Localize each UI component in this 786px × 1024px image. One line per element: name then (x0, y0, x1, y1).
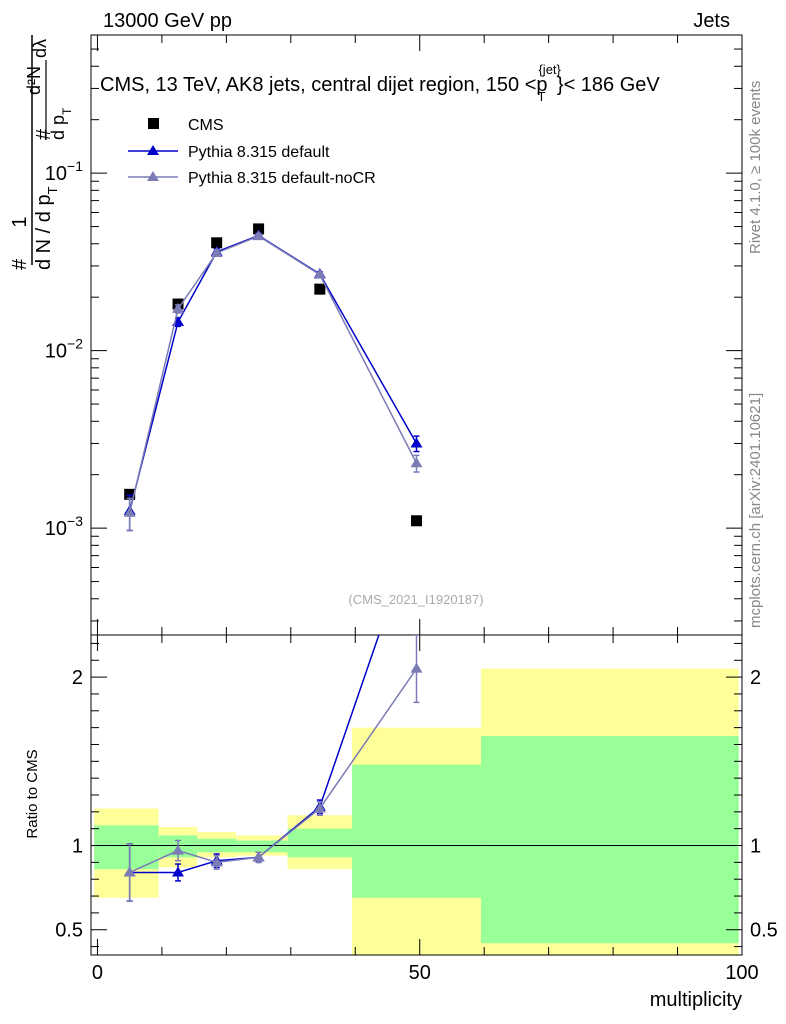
legend-cms-marker (148, 118, 159, 129)
xtick-label-1: 50 (409, 962, 431, 984)
band-inner-5 (352, 764, 481, 898)
ratio-y-tick-labels: 0.5 0.5 1 1 2 2 (55, 667, 778, 942)
band-inner-3 (236, 840, 288, 853)
band-inner-0 (94, 825, 159, 870)
ylabel-one: 1 (9, 216, 31, 227)
title-p: p (536, 74, 547, 96)
legend-nocr-marker (147, 171, 159, 181)
rivet-label: Rivet 4.1.0, ≥ 100k events (747, 81, 764, 254)
ratio-nocr-point (313, 802, 326, 813)
title-sub: T (538, 89, 546, 104)
ytick-base: 10 (45, 518, 67, 540)
ratio-ytick-label-right-0: 0.5 (750, 920, 778, 942)
ratio-ytick-label-right-1: 1 (750, 836, 761, 858)
main-y-tick-labels: 10−110−210−3 (45, 158, 83, 540)
title-suffix: }< 186 GeV (557, 74, 661, 96)
title-prefix: CMS, 13 TeV, AK8 jets, central dijet reg… (100, 74, 536, 96)
xtick-label-2: 100 (725, 962, 758, 984)
main-series-group (123, 223, 423, 532)
default-line (128, 234, 418, 512)
nocr-point (172, 302, 185, 313)
ratio-ytick-label-right-2: 2 (750, 667, 761, 689)
nocr-point (123, 506, 136, 517)
energy-label: 13000 GeV pp (103, 10, 232, 32)
legend-default-label: Pythia 8.315 default (188, 144, 330, 161)
x-axis-label: multiplicity (650, 989, 742, 1011)
cms-point (253, 223, 265, 235)
main-y-axis-label: # 1 d N / d pT # d²N d pT dλ (9, 35, 74, 270)
ratio-ytick-label-left-0: 0.5 (55, 920, 83, 942)
ratio-nocr-point (123, 866, 136, 877)
main-ytick-label-0: 10−1 (45, 158, 83, 185)
ratio-series-group (123, 635, 423, 902)
ratio-nocr-point (252, 851, 265, 862)
ratio-nocr-point (210, 856, 223, 867)
title-sup: {jet} (538, 62, 561, 77)
cms-point (124, 488, 136, 500)
ytick-base: 10 (45, 341, 67, 363)
ylabel-hash-2: # (33, 128, 55, 140)
nocr-point (313, 268, 326, 279)
main-ytick-label-2: 10−3 (45, 513, 83, 540)
ylabel-frac-den: d pT (48, 107, 74, 140)
ytick-exponent: −3 (67, 513, 83, 529)
category-label: Jets (693, 10, 730, 32)
nocr-point (252, 230, 265, 241)
band-inner-4 (287, 828, 353, 858)
ylabel-frac-num: d²N (24, 66, 44, 95)
cms-point (211, 237, 223, 249)
ratio-y-axis-label: Ratio to CMS (24, 749, 41, 838)
ratio-uncertainty-bands (94, 668, 739, 955)
ratio-ytick-label-left-1: 1 (72, 836, 83, 858)
ytick-exponent: −2 (67, 336, 83, 352)
nocr-point (210, 246, 223, 257)
ratio-nocr-line (129, 668, 418, 874)
cms-point (411, 515, 422, 527)
ratio-default-point (172, 866, 185, 877)
ytick-exponent: −1 (67, 158, 83, 174)
main-ytick-label-1: 10−2 (45, 336, 83, 363)
x-tick-labels: 0 50 100 (92, 962, 759, 984)
ylabel-frac-den-text: d p (48, 115, 68, 140)
cms-point (314, 283, 326, 295)
plot-title: CMS, 13 TeV, AK8 jets, central dijet reg… (100, 62, 660, 104)
ylabel-denominator: d N / d pT (33, 186, 60, 270)
legend-nocr-label: Pythia 8.315 default-noCR (188, 170, 376, 187)
ylabel-den-text: d N / d p (33, 194, 55, 270)
band-inner-6 (480, 736, 739, 944)
nocr-point (410, 457, 423, 468)
ylabel-hash-1: # (9, 258, 31, 270)
nocr-line (128, 235, 418, 513)
ratio-nocr-point (172, 844, 185, 855)
legend-default-marker (147, 145, 159, 155)
ylabel-den-sub: T (45, 186, 60, 194)
default-point (410, 437, 423, 448)
main-axis-ticks (91, 35, 743, 635)
legend: CMS Pythia 8.315 default Pythia 8.315 de… (128, 117, 376, 187)
xtick-label-0: 0 (92, 962, 103, 984)
source-label: mcplots.cern.ch [arXiv:2401.10621] (747, 393, 764, 628)
ylabel-dlambda: dλ (30, 39, 50, 58)
ratio-default-line (129, 635, 380, 874)
ytick-base: 10 (45, 163, 67, 185)
ylabel-frac-den-sub: T (60, 107, 74, 115)
ratio-ytick-label-left-2: 2 (72, 667, 83, 689)
analysis-watermark: (CMS_2021_I1920187) (348, 592, 483, 607)
ratio-nocr-point (410, 662, 423, 673)
legend-cms-label: CMS (188, 117, 224, 134)
